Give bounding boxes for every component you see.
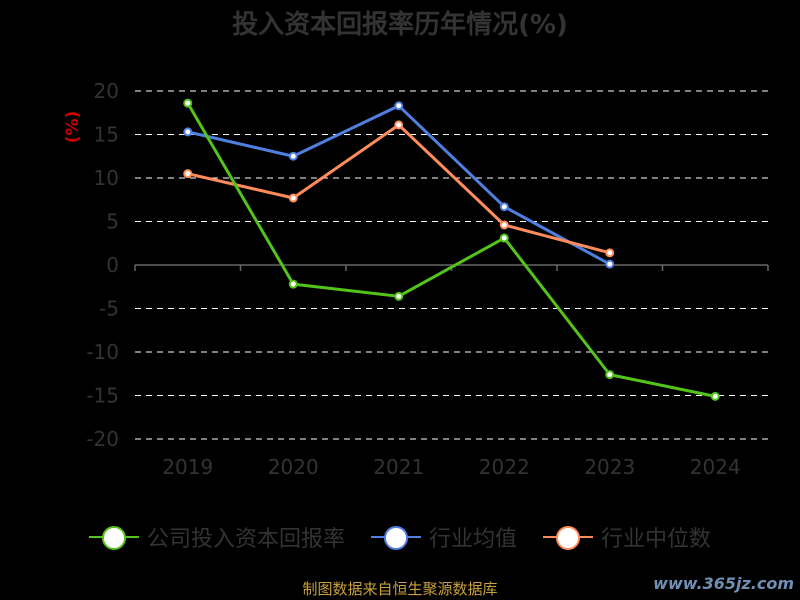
- legend: 公司投入资本回报率 行业均值 行业中位数: [0, 521, 800, 553]
- legend-dot-industry-median: [556, 526, 580, 550]
- legend-swatch-company: [88, 525, 139, 550]
- y-tick-label: 0: [106, 253, 119, 277]
- data-point-2-2: [394, 120, 404, 130]
- y-axis-unit-label: (%): [63, 111, 83, 144]
- data-point-0-3: [499, 233, 509, 243]
- y-tick-label: -5: [99, 297, 119, 321]
- y-tick-label: -10: [86, 340, 119, 364]
- x-tick-label: 2020: [268, 455, 319, 479]
- chart-title: 投入资本回报率历年情况(%): [232, 10, 568, 40]
- data-point-0-4: [605, 370, 615, 380]
- y-tick-label: 20: [94, 79, 119, 103]
- data-point-1-3: [499, 202, 509, 212]
- data-point-2-3: [499, 220, 509, 230]
- y-tick-label: -15: [86, 384, 119, 408]
- data-point-2-0: [183, 169, 193, 179]
- series-lines: [186, 102, 716, 398]
- x-tick-label: 2021: [373, 455, 424, 479]
- data-point-0-5: [710, 391, 720, 401]
- data-point-0-0: [183, 98, 193, 108]
- data-point-1-0: [183, 127, 193, 137]
- legend-swatch-industry-median: [543, 525, 593, 550]
- series-line-0: [186, 102, 716, 398]
- legend-label-industry-mean: 行业均值: [428, 527, 517, 552]
- axes: [134, 264, 769, 271]
- data-point-1-1: [288, 151, 298, 161]
- x-tick-label: 2024: [690, 455, 741, 479]
- data-source-note: 制图数据来自恒生聚源数据库: [302, 580, 498, 598]
- legend-label-industry-median: 行业中位数: [601, 527, 712, 552]
- legend-dot-company: [101, 526, 126, 550]
- legend-dot-industry-mean: [383, 526, 408, 550]
- data-points: [183, 98, 720, 401]
- legend-label-company: 公司投入资本回报率: [146, 527, 345, 552]
- legend-item-industry-mean[interactable]: 行业均值: [370, 521, 517, 553]
- data-point-2-1: [288, 193, 298, 203]
- y-tick-label: 5: [106, 210, 119, 234]
- x-tick-labels: 2019 2020 2021 2022 2023 2024: [162, 455, 740, 479]
- data-point-2-4: [605, 248, 615, 258]
- series-line-1: [187, 104, 611, 266]
- legend-item-company[interactable]: 公司投入资本回报率: [88, 521, 345, 553]
- y-tick-label: 15: [94, 123, 119, 147]
- legend-item-industry-median[interactable]: 行业中位数: [543, 521, 711, 553]
- data-point-0-2: [394, 291, 404, 301]
- y-tick-label: -20: [86, 427, 119, 451]
- data-point-0-1: [288, 279, 298, 289]
- y-tick-label: 10: [94, 166, 119, 190]
- legend-swatch-industry-mean: [370, 525, 421, 550]
- x-tick-label: 2019: [162, 455, 213, 479]
- data-point-1-4: [605, 259, 615, 269]
- data-point-1-2: [394, 101, 404, 111]
- x-tick-label: 2023: [584, 455, 635, 479]
- watermark: www.365jz.com: [653, 574, 794, 593]
- y-tick-labels: 20 15 10 5 0 -5 -10 -15 -20: [86, 79, 119, 451]
- x-tick-label: 2022: [479, 455, 530, 479]
- series-line-2: [187, 123, 611, 255]
